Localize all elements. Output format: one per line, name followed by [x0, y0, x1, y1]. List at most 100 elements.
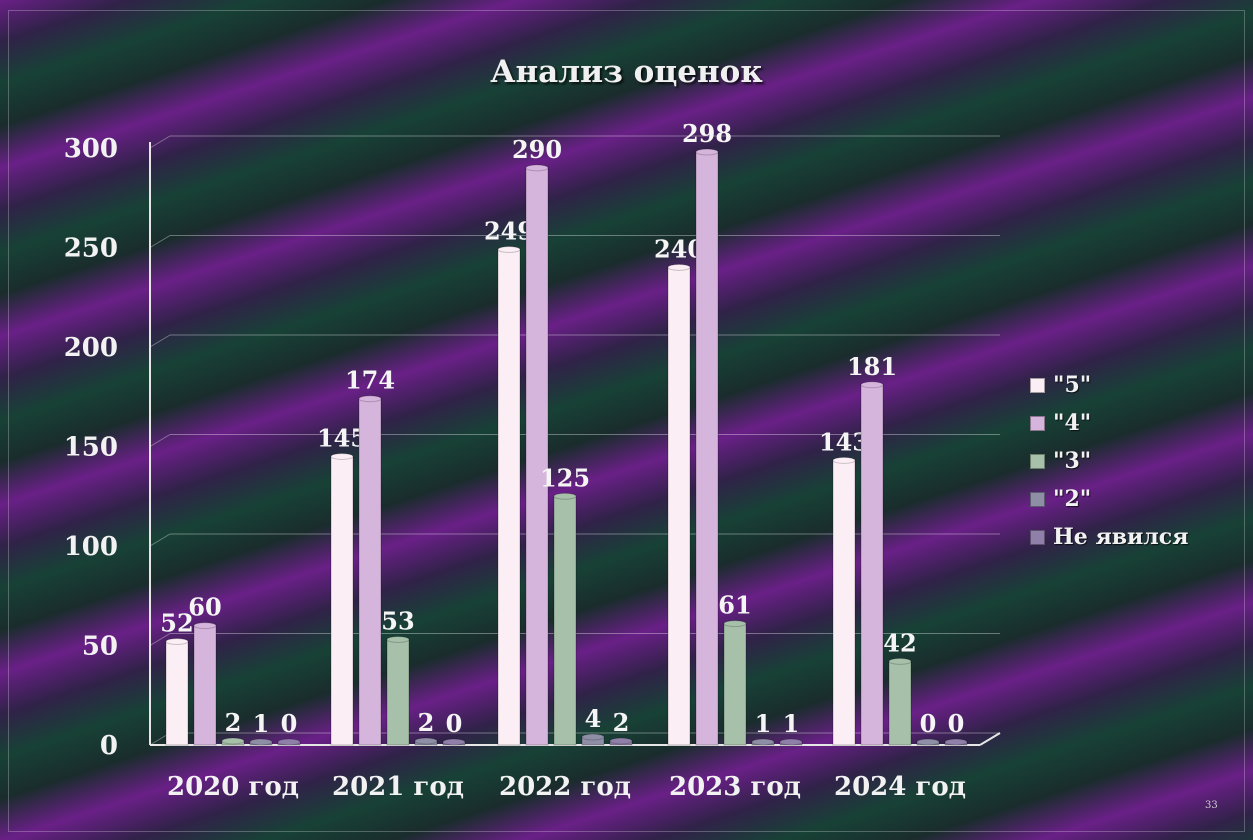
bar	[860, 384, 884, 746]
data-label: 60	[188, 593, 221, 622]
y-tick-label: 150	[64, 433, 118, 463]
legend-label: "4"	[1053, 410, 1092, 436]
bar	[386, 639, 410, 746]
gridline-depth	[149, 434, 171, 447]
legend-item: "5"	[1030, 366, 1188, 404]
data-label: 181	[847, 352, 897, 381]
x-axis-depth	[979, 732, 1001, 746]
bar	[695, 151, 719, 746]
y-tick-label: 300	[64, 134, 118, 164]
gridline-depth	[149, 334, 171, 348]
bar-top	[779, 738, 803, 746]
bar	[330, 455, 354, 746]
data-label: 290	[512, 135, 562, 164]
data-label: 0	[446, 709, 463, 738]
data-label: 0	[920, 709, 937, 738]
y-tick-label: 100	[64, 532, 118, 562]
data-label: 240	[654, 234, 704, 263]
bar-top	[221, 737, 245, 745]
bar-top	[916, 738, 940, 746]
bar	[497, 248, 521, 746]
bar-top	[695, 148, 719, 156]
y-tick-label: 50	[82, 632, 118, 662]
page-number: 33	[1205, 800, 1218, 811]
gridline-depth	[149, 633, 171, 646]
x-tick-label: 2021 год	[332, 772, 464, 802]
legend-swatch	[1030, 377, 1045, 393]
bar	[358, 398, 382, 746]
data-label: 2	[418, 708, 435, 737]
bar-top	[497, 245, 521, 253]
data-label: 1	[783, 709, 800, 738]
bar-top	[277, 738, 301, 746]
gridline-depth	[149, 235, 171, 248]
legend-swatch	[1030, 453, 1045, 469]
bar-top	[386, 636, 410, 644]
bar	[832, 459, 856, 746]
bar-top	[414, 737, 438, 745]
bar	[888, 660, 912, 746]
bar-top	[751, 738, 775, 746]
data-label: 143	[819, 427, 869, 456]
x-tick-label: 2024 год	[834, 772, 966, 802]
chart-legend: "5" "4" "3" "2" Не явился	[1030, 366, 1188, 556]
bar-top	[944, 738, 968, 746]
bar-top	[525, 164, 549, 172]
data-label: 1	[755, 709, 772, 738]
y-tick-label: 250	[64, 234, 118, 264]
bar-top	[609, 737, 633, 745]
data-label: 145	[317, 423, 367, 452]
data-label: 0	[948, 709, 965, 738]
bar-top	[723, 620, 747, 628]
bar-top	[249, 738, 273, 746]
bar	[553, 495, 577, 746]
data-label: 298	[682, 119, 732, 148]
legend-label: Не явился	[1053, 524, 1189, 550]
bar	[667, 266, 691, 746]
data-label: 2	[225, 708, 242, 737]
gridline-depth	[149, 533, 171, 547]
bar	[165, 641, 189, 746]
data-label: 1	[253, 709, 270, 738]
legend-swatch	[1030, 415, 1045, 431]
data-label: 2	[613, 708, 630, 737]
bar	[723, 623, 747, 746]
legend-label: "2"	[1053, 486, 1092, 512]
x-tick-label: 2023 год	[669, 772, 801, 802]
bar	[193, 625, 217, 746]
legend-label: "5"	[1053, 372, 1092, 398]
bar-top	[667, 263, 691, 271]
bar-top	[442, 738, 466, 746]
legend-label: "3"	[1053, 448, 1092, 474]
data-label: 125	[540, 463, 590, 492]
bar-top	[553, 492, 577, 500]
slide-frame	[8, 10, 1245, 832]
data-label: 52	[160, 609, 193, 638]
y-tick-label: 200	[64, 333, 118, 363]
x-tick-label: 2020 год	[167, 772, 299, 802]
legend-item: "2"	[1030, 480, 1188, 518]
bar-top	[193, 622, 217, 630]
bar-top	[581, 733, 605, 741]
gridline-depth	[149, 135, 171, 149]
chart-title: Анализ оценок	[490, 54, 763, 90]
x-tick-label: 2022 год	[499, 772, 631, 802]
y-tick-label: 0	[100, 731, 118, 761]
legend-item: "3"	[1030, 442, 1188, 480]
data-label: 0	[281, 709, 298, 738]
data-label: 61	[718, 591, 751, 620]
data-label: 53	[381, 607, 414, 636]
legend-item: "4"	[1030, 404, 1188, 442]
legend-swatch	[1030, 491, 1045, 507]
bar-top	[165, 638, 189, 646]
data-label: 174	[345, 366, 395, 395]
bar-top	[358, 395, 382, 403]
data-label: 42	[883, 628, 916, 657]
bar-top	[888, 657, 912, 665]
legend-item: Не явился	[1030, 518, 1188, 556]
data-label: 249	[484, 216, 534, 245]
bar-top	[832, 456, 856, 464]
bar-top	[860, 381, 884, 389]
